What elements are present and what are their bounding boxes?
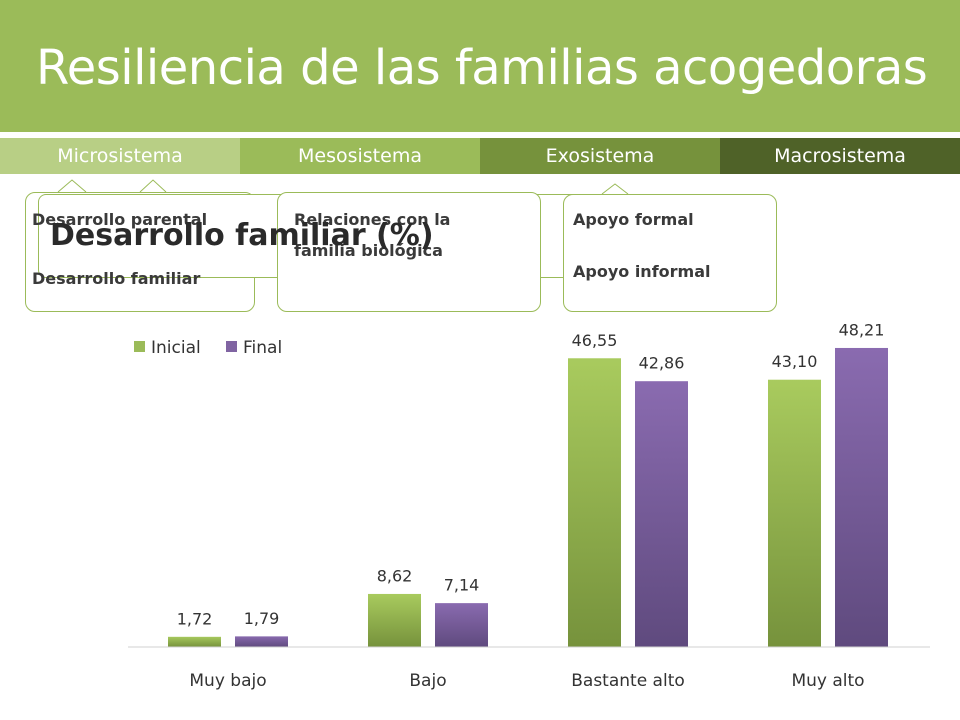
data-label-inicial-1: 8,62 [377, 566, 413, 585]
legend-label-inicial: Inicial [151, 338, 201, 358]
bar-chart: Inicial Final 1,72 1,79 8,62 7,14 46,55 42,86 4… [128, 320, 930, 691]
tab-mesosistema[interactable]: Mesosistema [240, 138, 480, 174]
slide-title: Resiliencia de las familias acogedoras [36, 40, 928, 96]
x-tick-label-2: Bastante alto [571, 671, 685, 691]
data-label-final-2: 42,86 [639, 354, 685, 373]
bar-final-3 [834, 346, 889, 648]
tab-macrosistema[interactable]: Macrosistema [720, 138, 960, 174]
item-relaciones-line2: familia biológica [294, 241, 443, 260]
legend-swatch-final [226, 341, 237, 352]
chart-legend: Inicial Final [134, 338, 282, 358]
data-label-final-1: 7,14 [444, 576, 480, 595]
bar-final-0 [234, 635, 289, 648]
x-tick-label-1: Bajo [409, 671, 446, 691]
data-label-final-3: 48,21 [839, 320, 885, 339]
item-desarrollo-familiar: Desarrollo familiar [32, 269, 201, 288]
system-tabs: Microsistema Mesosistema Exosistema Macr… [0, 138, 960, 174]
tab-microsistema[interactable]: Microsistema [0, 138, 240, 174]
x-tick-label-3: Muy alto [791, 671, 864, 691]
bar-inicial-1 [367, 592, 422, 648]
bar-inicial-0 [167, 635, 222, 648]
data-label-final-0: 1,79 [244, 609, 280, 628]
callout-box-mesosistema [277, 192, 541, 312]
bar-inicial-2 [567, 357, 622, 648]
data-label-inicial-3: 43,10 [772, 352, 818, 371]
chart-title: Desarrollo familiar (%) [50, 218, 434, 253]
x-tick-label-0: Muy bajo [189, 671, 266, 691]
bar-final-1 [434, 602, 489, 648]
legend-label-final: Final [243, 338, 282, 358]
callout-box-exosistema [563, 194, 777, 312]
item-apoyo-informal: Apoyo informal [573, 262, 711, 281]
data-label-inicial-0: 1,72 [177, 609, 213, 628]
tab-exosistema[interactable]: Exosistema [480, 138, 720, 174]
title-bar: Resiliencia de las familias acogedoras [0, 0, 960, 132]
legend-swatch-inicial [134, 341, 145, 352]
data-label-inicial-2: 46,55 [572, 331, 618, 350]
item-apoyo-formal: Apoyo formal [573, 210, 694, 229]
bar-inicial-3 [767, 378, 822, 648]
item-relaciones-line1: Relaciones con la [294, 210, 451, 229]
bar-final-2 [634, 380, 689, 648]
item-desarrollo-parental: Desarrollo parental [32, 210, 208, 229]
